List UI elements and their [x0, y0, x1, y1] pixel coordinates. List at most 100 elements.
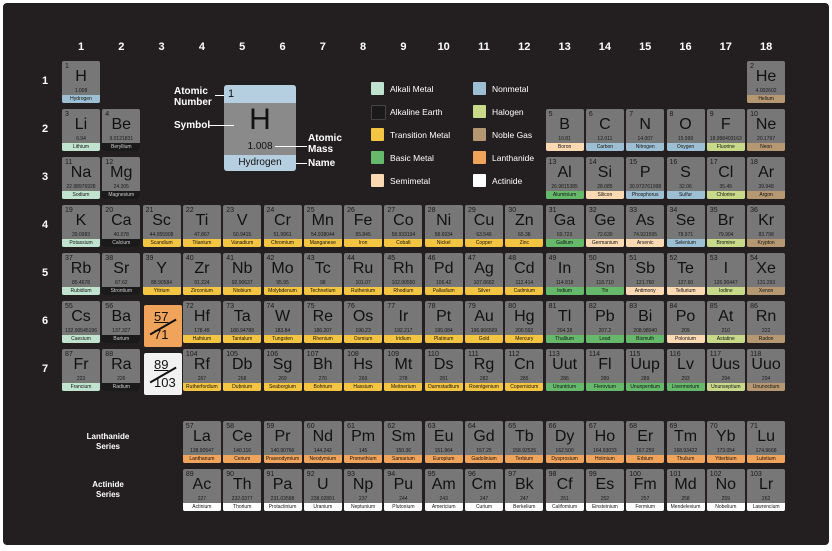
- actinide-placeholder: 89 103: [144, 353, 182, 395]
- element-symbol: Rg: [473, 356, 495, 373]
- element-cell: 101 Md 258 Mendelevium: [666, 469, 705, 511]
- element-cell: 91 Pa 231.03588 Protactinium: [263, 469, 302, 511]
- element-symbol: Hf: [193, 308, 210, 325]
- element-mass: 9.0121831: [109, 136, 134, 142]
- element-name: Flerovium: [585, 383, 624, 391]
- element-name: Iridium: [384, 335, 423, 343]
- element-symbol: I: [723, 260, 729, 277]
- element-name: Hafnium: [182, 335, 221, 343]
- group-label: 16: [679, 41, 692, 53]
- element-name: Silicon: [585, 191, 624, 199]
- element-cell: 28 Ni 58.6934 Nickel: [424, 205, 463, 247]
- legend-swatch: [371, 128, 384, 141]
- element-number: 62: [387, 423, 396, 430]
- element-name: Tantalum: [223, 335, 262, 343]
- element-name: Ununpentium: [626, 383, 665, 391]
- element-symbol: Be: [111, 116, 132, 133]
- element-cell: 107 Bh 270 Bohrium: [303, 349, 342, 391]
- element-symbol: Yb: [716, 428, 736, 445]
- element-name: Tin: [585, 287, 624, 295]
- element-symbol: Mo: [271, 260, 294, 277]
- element-name: Cadmium: [505, 287, 544, 295]
- element-symbol: Ga: [553, 212, 576, 229]
- element-symbol: Uut: [552, 356, 578, 373]
- element-name: Potassium: [62, 239, 100, 247]
- element-number: 40: [185, 255, 194, 262]
- element-symbol: Bi: [638, 308, 653, 325]
- element-name: Nobelium: [706, 503, 745, 511]
- lanthanide-placeholder: 57 71: [144, 305, 182, 347]
- element-symbol: Ir: [398, 308, 409, 325]
- legend-swatch: [473, 151, 486, 164]
- element-number: 94: [387, 471, 396, 478]
- element-symbol: Ta: [233, 308, 251, 325]
- element-mass: 173.054: [716, 448, 735, 454]
- element-name: Palladium: [424, 287, 463, 295]
- element-name: Scandium: [142, 239, 181, 247]
- element-cell: 5 B 10.81 Boron: [545, 109, 584, 151]
- element-number: 97: [508, 471, 517, 478]
- element-number: 79: [468, 303, 476, 310]
- element-symbol: Db: [231, 356, 253, 373]
- element-symbol: Ac: [192, 476, 212, 493]
- element-number: 117: [709, 351, 721, 358]
- element-number: 8: [669, 111, 674, 118]
- element-number: 33: [629, 207, 637, 214]
- element-cell: 100 Fm 257 Fermium: [626, 469, 665, 511]
- element-mass: 227: [197, 496, 207, 502]
- element-number: 89: [185, 471, 194, 478]
- element-mass: 140.116: [233, 448, 252, 454]
- element-number: 59: [266, 423, 275, 430]
- element-number: 78: [427, 303, 436, 310]
- element-number: 58: [226, 423, 234, 430]
- element-name: Selenium: [666, 239, 705, 247]
- element-mass: 293: [681, 376, 690, 382]
- element-cell: 49 In 114.818 Indium: [545, 253, 584, 295]
- element-cell: 61 Pm 145 Promethium: [344, 421, 383, 463]
- element-name: Samarium: [384, 455, 423, 463]
- element-number: 38: [105, 255, 114, 262]
- element-cell: 67 Ho 164.93033 Holmium: [585, 421, 624, 463]
- element-number: 31: [548, 207, 557, 214]
- element-name: Bromine: [706, 239, 745, 247]
- element-number: 80: [508, 303, 517, 310]
- element-name: Rutherfordium: [182, 383, 221, 391]
- element-number: 20: [105, 207, 114, 214]
- element-mass: 251: [560, 496, 569, 502]
- element-number: 49: [548, 255, 557, 262]
- element-name: Chromium: [263, 239, 302, 247]
- element-name: Zinc: [505, 239, 544, 247]
- element-name: Livermorium: [666, 383, 705, 391]
- element-mass: 138.90547: [190, 448, 214, 454]
- element-number: 96: [468, 471, 476, 478]
- element-mass: 121.760: [636, 280, 655, 286]
- element-cell: 24 Cr 51.9961 Chromium: [263, 205, 302, 247]
- element-cell: 83 Bi 208.98040 Bismuth: [626, 301, 665, 343]
- element-symbol: O: [679, 116, 692, 133]
- arrow-mass: [275, 146, 307, 147]
- element-cell: 62 Sm 150.36 Samarium: [384, 421, 423, 463]
- element-number: 13: [548, 159, 557, 166]
- element-mass: 268: [238, 376, 247, 382]
- element-number: 57: [185, 423, 194, 430]
- element-number: 82: [588, 303, 597, 310]
- element-number: 56: [105, 303, 114, 310]
- element-number: 11: [65, 159, 73, 166]
- element-mass: 157.25: [476, 448, 492, 454]
- element-symbol: Sm: [391, 428, 416, 445]
- element-mass: 226: [117, 376, 126, 382]
- element-name: Hydrogen: [62, 95, 100, 103]
- element-cell: 80 Hg 200.592 Mercury: [505, 301, 544, 343]
- element-number: 100: [629, 471, 641, 478]
- element-mass: 210: [721, 328, 730, 334]
- element-name: Dubnium: [223, 383, 262, 391]
- element-mass: 85.4678: [71, 280, 91, 286]
- element-number: 108: [347, 351, 359, 358]
- element-symbol: Fe: [353, 212, 373, 229]
- element-cell: 98 Cf 251 Californium: [545, 469, 584, 511]
- element-number: 105: [226, 351, 238, 358]
- element-name: Copper: [465, 239, 503, 247]
- element-symbol: Li: [74, 116, 88, 133]
- element-number: 86: [750, 303, 758, 310]
- element-name: Yttrium: [142, 287, 181, 295]
